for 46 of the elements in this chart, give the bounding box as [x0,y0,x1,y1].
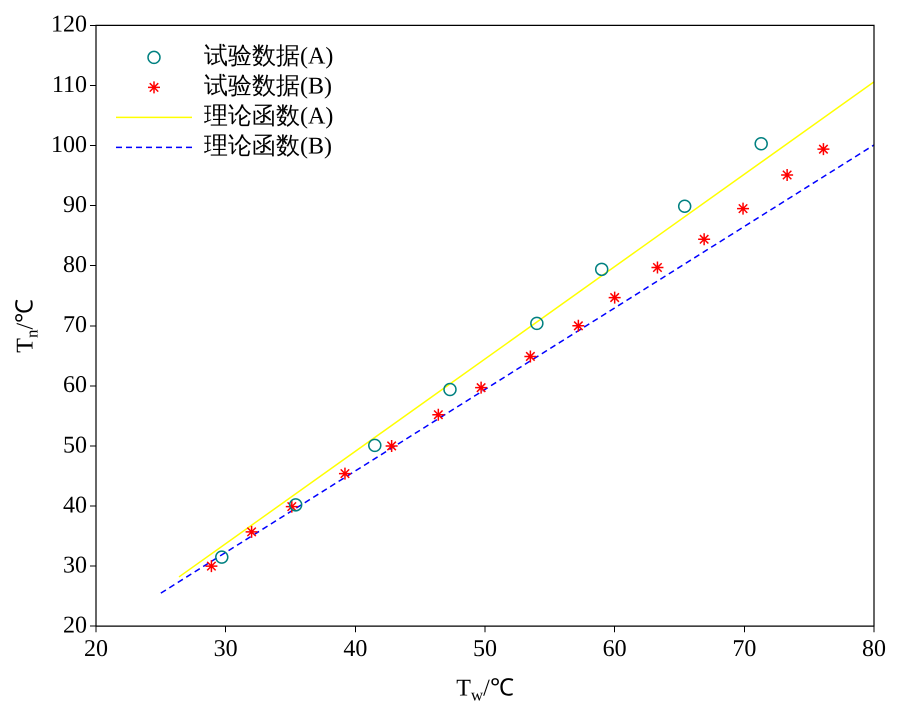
point [594,262,608,276]
y-tick-label: 120 [51,12,87,38]
legend-label: 试验数据(A) [204,44,334,70]
point [650,260,664,274]
point [215,550,229,564]
point [530,316,544,330]
y-tick-label: 40 [63,492,87,518]
y-axis-title: Tn/℃ [12,298,42,353]
point [368,438,382,452]
y-tick-label: 60 [63,372,87,398]
x-tick-label: 70 [732,636,756,662]
x-tick-label: 20 [84,636,108,662]
point [244,525,258,539]
point [678,199,692,213]
point [524,350,538,364]
point [338,466,352,480]
y-tick-label: 80 [63,252,87,278]
point [608,290,622,304]
y-tick-label: 30 [63,552,87,578]
point [474,380,488,394]
legend-label: 理论函数(A) [204,104,334,130]
x-tick-label: 60 [602,636,627,662]
point [780,168,794,182]
point [736,202,750,216]
x-tick-label: 40 [343,636,368,662]
y-tick-label: 20 [63,612,87,638]
y-tick-label: 110 [52,72,87,98]
point [754,137,768,151]
point [288,498,302,512]
point [697,232,711,246]
point [572,319,586,333]
y-tick-label: 90 [63,192,87,218]
point [384,439,398,453]
y-tick-label: 100 [51,132,87,158]
legend-label: 理论函数(B) [204,134,332,160]
legend-label: 试验数据(B) [204,74,332,100]
x-tick-label: 30 [214,636,238,662]
point [285,500,299,514]
y-tick-label: 70 [63,312,87,338]
x-tick-label: 50 [473,636,497,662]
point [816,142,830,156]
point [443,382,457,396]
x-tick-label: 80 [862,636,886,662]
point [204,559,218,573]
point [432,408,446,422]
y-tick-label: 50 [63,432,87,458]
